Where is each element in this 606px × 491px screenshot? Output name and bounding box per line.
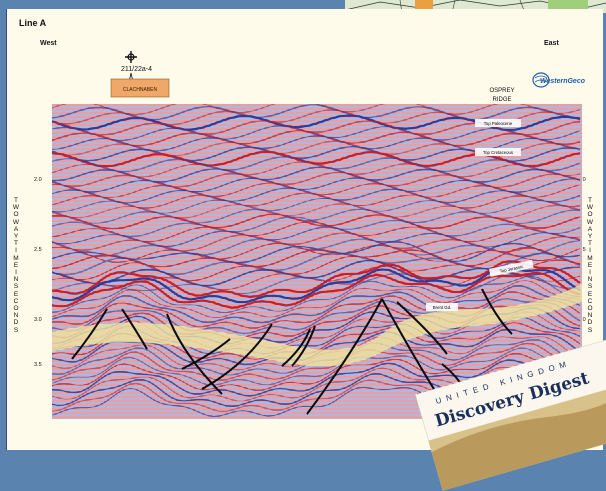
reflector-line [52,275,581,314]
reflector-line [52,104,581,116]
reflector-line [52,213,581,230]
svg-text:Top Jurassic: Top Jurassic [499,264,524,274]
fault-line [201,323,273,390]
east-label: East [544,40,559,47]
reflector-line [52,342,581,381]
svg-text:Brent Gd.: Brent Gd. [433,305,451,310]
left-tick: 3.5 [34,362,42,368]
left-tick: 2.0 [34,177,42,183]
fault-line [181,338,231,370]
reflector-line [52,166,581,183]
fault-line [281,328,311,367]
seismic-section: Top Paleocene Top Cretaceous Top Jurassi… [52,104,582,419]
reflector-line [52,366,581,402]
reflector-line [52,241,581,264]
fault-line [306,298,383,415]
fault-line [481,288,513,335]
reflector-line [52,232,581,253]
svg-text:Top Paleocene: Top Paleocene [484,121,513,126]
horizon-labels: Top Paleocene Top Cretaceous Top Jurassi… [426,119,534,311]
formation-box-label: CLACHNABEN [123,87,158,93]
westerngeco-logo [532,72,550,88]
line-title: Line A [19,18,47,28]
well-name: 211/22a-4 [121,66,153,73]
reflector-line [52,156,581,173]
reflector-line [52,347,581,386]
left-tick: 2.5 [34,247,42,253]
formation-box [110,78,170,98]
svg-text:Top Cretaceous: Top Cretaceous [483,150,513,155]
reservoir-interval [52,284,582,367]
fault-line [166,313,223,395]
fault-line [291,325,316,367]
fault-line [396,301,448,355]
reflector-line [52,129,581,147]
left-tick: 3.0 [34,317,42,323]
seismic-panel: Line A West East 211/22a-4 CLACHNABEN OS… [6,9,603,450]
reflector-line [52,291,581,329]
reflector-line [52,125,581,141]
reflector-line [52,280,581,319]
west-label: West [40,40,57,47]
reflector-line [52,353,581,391]
fault-line [121,308,148,350]
reflector-line [52,298,581,335]
reflector-line [52,242,581,263]
osprey-ridge-label: OSPREY RIDGE [489,88,515,103]
fault-line [71,308,108,360]
fault-line [381,298,438,395]
logo-text: WesternGeco [540,78,585,85]
reflector-line [52,161,581,178]
reflector-line [52,285,581,324]
reflector-line [52,271,581,309]
reflector-line [52,359,581,397]
reflector-line [52,273,581,295]
